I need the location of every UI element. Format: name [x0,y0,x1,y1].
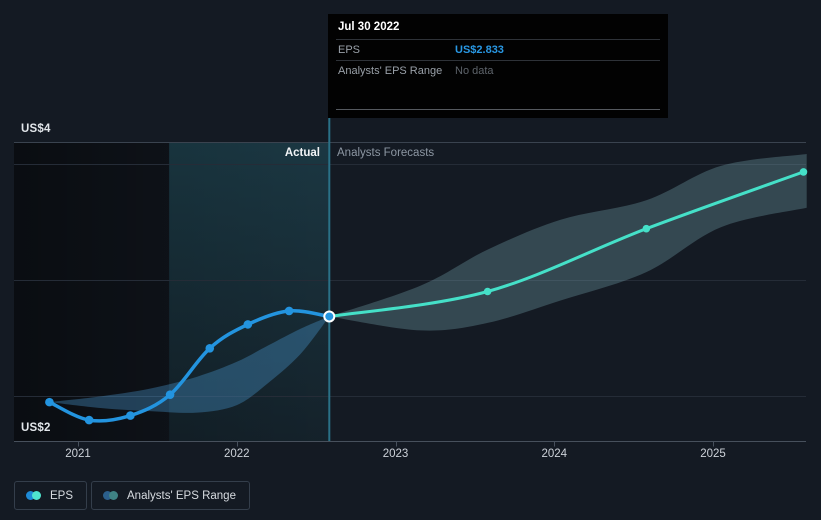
analysts-range-actual-band [49,316,330,413]
legend-range-label: Analysts' EPS Range [127,489,236,502]
eps-actual-point[interactable] [45,397,54,407]
tooltip-divider [336,39,660,40]
eps-forecast-point[interactable] [642,224,651,233]
today-point[interactable] [323,310,336,323]
eps-forecast-line [327,170,805,318]
x-axis-label-2022: 2022 [223,448,250,460]
range-forecast-color-dot [109,491,119,500]
eps-actual-point[interactable] [243,320,253,329]
eps-actual-point[interactable] [126,411,135,420]
chart-tooltip: Jul 30 2022 EPS US$2.833 Analysts' EPS R… [328,14,668,118]
legend-item-eps[interactable]: EPS [14,481,88,510]
tooltip-eps-value: US$2.833 [455,44,504,56]
tooltip-range-value: No data [455,65,494,77]
eps-actual-color-dot [26,491,35,500]
eps-actual-point[interactable] [84,415,94,425]
legend-item-analysts-eps-range[interactable]: Analysts' EPS Range [91,481,250,510]
eps-forecast-point[interactable] [799,168,808,176]
tooltip-row-range: Analysts' EPS Range No data [328,61,668,81]
y-axis-label-US$4: US$4 [21,123,51,135]
eps-series-icon [26,491,41,500]
eps-actual-point[interactable] [165,390,175,399]
eps-actual-point[interactable] [205,344,215,353]
tooltip-bottom-divider [336,109,660,110]
tooltip-range-label: Analysts' EPS Range [338,65,443,77]
x-axis-label-2024: 2024 [541,448,568,460]
actual-region-label: Actual [284,147,320,159]
eps-forecast-color-dot [32,491,41,500]
eps-actual-point[interactable] [284,306,294,316]
x-axis-label-2023: 2023 [382,448,409,460]
legend-eps-label: EPS [50,489,74,502]
actual-highlight-region [169,142,330,441]
y-axis-label-US$2: US$2 [21,422,51,434]
analysts-range-forecast-band [329,154,807,331]
forecasts-region-label: Analysts Forecasts [337,147,435,159]
tooltip-date: Jul 30 2022 [338,21,400,33]
range-past-color-dot [103,491,113,500]
x-axis-label-2021: 2021 [65,448,91,460]
eps-forecast-point[interactable] [483,287,492,296]
chart-legend: EPS Analysts' EPS Range [14,481,250,510]
tooltip-eps-label: EPS [338,44,361,56]
tooltip-divider [336,60,660,61]
tooltip-row-eps: EPS US$2.833 [328,40,668,60]
range-series-icon [103,491,119,500]
x-axis-label-2025: 2025 [700,448,726,460]
